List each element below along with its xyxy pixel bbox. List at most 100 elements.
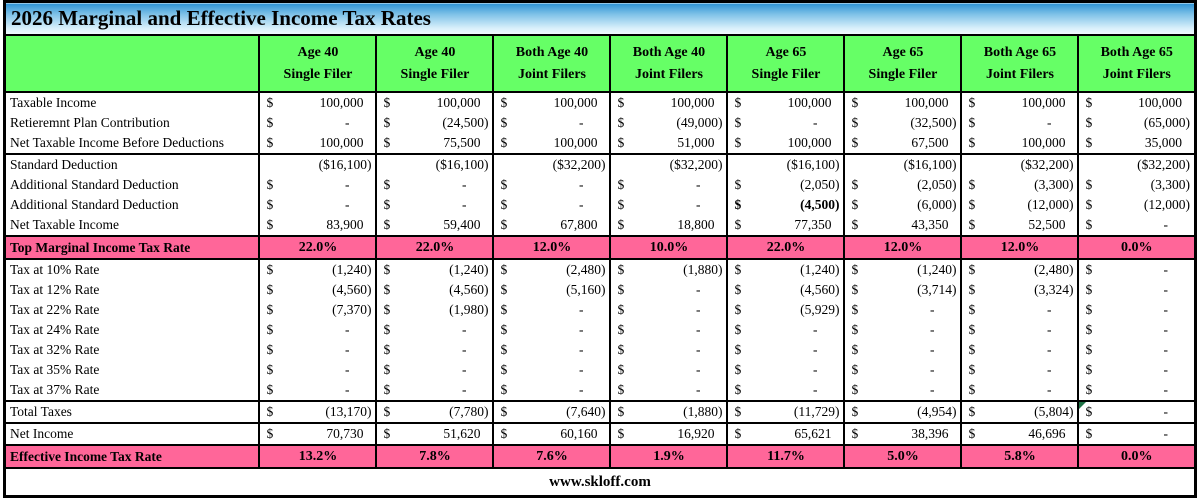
- dollar-sign: $: [851, 404, 859, 419]
- table-row: Tax at 35% Rate $ - $ - $ - $ - $ - $ - $ - $ -: [4, 360, 1196, 380]
- dollar-sign: $: [968, 426, 976, 441]
- money-cell: $ (1,880): [609, 258, 728, 280]
- row-label: Top Marginal Income Tax Rate: [4, 235, 260, 259]
- money-cell: $100,000: [492, 91, 611, 113]
- money-cell: $ (12,000): [1077, 195, 1196, 215]
- dollar-sign: $: [500, 115, 508, 130]
- money-cell: $18,800: [609, 215, 728, 236]
- money-cell: $52,500: [960, 215, 1079, 236]
- row-label: Taxable Income: [4, 91, 260, 113]
- row-label: Standard Deduction: [4, 153, 260, 175]
- money-cell: $ -: [726, 340, 845, 360]
- amount-cell: ($16,100): [375, 153, 494, 175]
- money-cell: $75,500: [375, 133, 494, 154]
- table-row: Additional Standard Deduction $ - $ - $ - $ - $ (4…: [4, 195, 1196, 215]
- dollar-sign: $: [500, 404, 508, 419]
- money-cell: $100,000: [258, 91, 377, 113]
- dollar-sign: $: [617, 115, 625, 130]
- money-cell: $ -: [258, 175, 377, 195]
- rate-cell: 22.0%: [258, 235, 377, 259]
- money-cell: $67,800: [492, 215, 611, 236]
- dollar-sign: $: [617, 95, 625, 110]
- money-cell: $ -: [960, 380, 1079, 401]
- money-cell: $ -: [375, 340, 494, 360]
- dollar-sign: $: [851, 217, 859, 232]
- row-label: Tax at 37% Rate: [9, 382, 100, 397]
- column-header-4: Both Age 40 Joint Filers: [609, 34, 728, 92]
- dollar-sign: $: [851, 95, 859, 110]
- table-row: Top Marginal Income Tax Rate 22.0% 22.0% 12…: [4, 235, 1196, 259]
- money-cell: $46,696: [960, 422, 1079, 445]
- money-cell: $ -: [375, 320, 494, 340]
- money-cell: $ -: [960, 340, 1079, 360]
- money-cell: $ -: [492, 380, 611, 401]
- money-cell: $ (5,160): [492, 280, 611, 300]
- money-cell: $ (6,000): [843, 195, 962, 215]
- dollar-sign: $: [734, 115, 742, 130]
- rate-cell: 7.6%: [492, 444, 611, 468]
- money-cell: $100,000: [843, 91, 962, 113]
- money-cell: $ (1,880): [609, 400, 728, 423]
- money-cell: $ -: [492, 360, 611, 380]
- dollar-sign: $: [617, 282, 625, 297]
- table-row: Taxable Income $100,000 $100,000 $100,000 $1…: [4, 91, 1196, 113]
- dollar-sign: $: [500, 426, 508, 441]
- dollar-sign: $: [266, 302, 274, 317]
- money-cell: $ -: [258, 340, 377, 360]
- dollar-sign: $: [734, 342, 742, 357]
- dollar-sign: $: [266, 282, 274, 297]
- money-cell: $ -: [492, 300, 611, 320]
- dollar-sign: $: [617, 382, 625, 397]
- row-label: Additional Standard Deduction: [9, 177, 179, 192]
- dollar-sign: $: [1085, 95, 1093, 110]
- dollar-sign: $: [383, 322, 391, 337]
- money-cell: $ -: [375, 380, 494, 401]
- money-cell: $ -: [726, 320, 845, 340]
- dollar-sign: $: [500, 282, 508, 297]
- dollar-sign: $: [734, 197, 742, 212]
- money-cell: $ (7,370): [258, 300, 377, 320]
- column-header-2: Age 40 Single Filer: [375, 34, 494, 92]
- column-header-3: Both Age 40 Joint Filers: [492, 34, 611, 92]
- dollar-sign: $: [500, 302, 508, 317]
- money-cell: $ -: [609, 340, 728, 360]
- dollar-sign: $: [617, 135, 625, 150]
- dollar-sign: $: [266, 382, 274, 397]
- money-cell: $ -: [960, 113, 1079, 133]
- amount-cell: ($16,100): [843, 153, 962, 175]
- money-cell: $ -: [258, 380, 377, 401]
- money-cell: $ -: [1077, 280, 1196, 300]
- dollar-sign: $: [851, 342, 859, 357]
- dollar-sign: $: [851, 197, 859, 212]
- dollar-sign: $: [968, 302, 976, 317]
- money-cell: $ -: [258, 360, 377, 380]
- money-cell: $ (1,240): [726, 258, 845, 280]
- money-cell: $ (4,560): [375, 280, 494, 300]
- dollar-sign: $: [266, 197, 274, 212]
- money-cell: $ -: [843, 380, 962, 401]
- amount-cell: ($16,100): [258, 153, 377, 175]
- website-url: www.skloff.com: [549, 473, 651, 490]
- money-cell: $ (2,480): [960, 258, 1079, 280]
- money-cell: $ (7,640): [492, 400, 611, 423]
- dollar-sign: $: [968, 342, 976, 357]
- money-cell: $ (7,780): [375, 400, 494, 423]
- dollar-sign: $: [617, 197, 625, 212]
- dollar-sign: $: [383, 282, 391, 297]
- column-header-7: Both Age 65 Joint Filers: [960, 34, 1079, 92]
- dollar-sign: $: [968, 95, 976, 110]
- table-row: Total Taxes $ (13,170) $ (7,780) $ (7,640) $ (1,…: [4, 400, 1196, 423]
- money-cell: $65,621: [726, 422, 845, 445]
- money-cell: $ -: [726, 360, 845, 380]
- dollar-sign: $: [968, 177, 976, 192]
- dollar-sign: $: [851, 382, 859, 397]
- dollar-sign: $: [734, 282, 742, 297]
- dollar-sign: $: [1085, 426, 1093, 441]
- dollar-sign: $: [617, 426, 625, 441]
- money-cell: $ -: [609, 360, 728, 380]
- amount-cell: ($16,100): [726, 153, 845, 175]
- money-cell: $ (5,804): [960, 400, 1079, 423]
- dollar-sign: $: [266, 426, 274, 441]
- dollar-sign: $: [851, 135, 859, 150]
- dollar-sign: $: [851, 262, 859, 277]
